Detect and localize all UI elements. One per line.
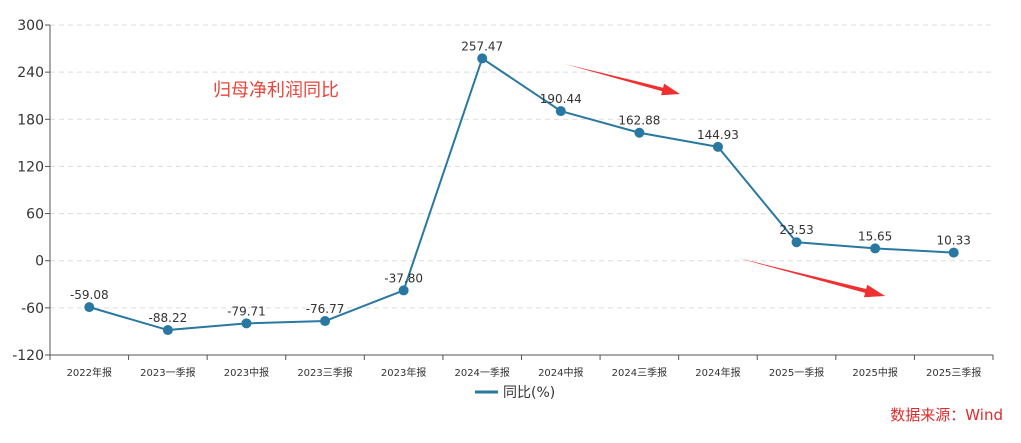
legend-label: 同比(%) (503, 385, 555, 401)
x-tick-label: 2022年报 (67, 366, 112, 379)
data-label: 190.44 (540, 92, 582, 106)
red-arrow-annotation-1 (565, 64, 680, 96)
y-tick-label: 60 (26, 207, 44, 223)
data-point (712, 141, 723, 152)
y-tick-label: -120 (12, 348, 44, 364)
y-tick-label: 300 (17, 18, 44, 34)
axes (45, 24, 994, 360)
x-tick-label: 2024年报 (695, 366, 740, 379)
data-point (241, 318, 252, 329)
x-tick-label: 2023中报 (224, 366, 269, 379)
data-point (320, 316, 331, 327)
x-tick-label: 2023三季报 (297, 366, 352, 379)
y-tick-label: 180 (17, 112, 44, 128)
x-tick-label: 2024一季报 (454, 366, 509, 379)
x-tick-label: 2025中报 (852, 366, 897, 379)
data-point (84, 302, 95, 313)
data-point (870, 243, 881, 254)
red-arrow-annotation-2 (738, 258, 885, 298)
data-point (555, 106, 566, 117)
x-tick-label: 2025三季报 (926, 366, 981, 379)
x-tick-label: 2024三季报 (612, 366, 667, 379)
data-label: -79.71 (227, 304, 266, 318)
data-point (791, 237, 802, 248)
y-tick-label: -60 (21, 301, 44, 317)
data-label: 15.65 (858, 229, 892, 243)
data-label: 10.33 (937, 234, 971, 248)
x-tick-label: 2023一季报 (140, 366, 195, 379)
y-tick-labels: 300 240 180 120 60 0 -60 -120 (12, 18, 44, 364)
data-point (634, 127, 645, 138)
data-point (162, 325, 173, 336)
series-line (89, 57, 954, 332)
series-layer (84, 53, 959, 336)
data-point (948, 247, 959, 258)
data-point (477, 53, 488, 64)
data-label: -59.08 (70, 288, 109, 302)
data-labels: -59.08 -88.22 -79.71 -76.77 -37.80 257.47 190.… (70, 39, 971, 325)
legend: 同比(%) (475, 385, 555, 401)
data-label: 23.53 (779, 223, 813, 237)
data-label: -76.77 (306, 302, 345, 316)
gridlines (50, 24, 993, 309)
data-label: -88.22 (149, 311, 188, 325)
x-tick-labels: 2022年报 2023一季报 2023中报 2023三季报 2023年报 2024一季报 2… (67, 366, 982, 379)
y-tick-label: 240 (17, 65, 44, 81)
x-tick-label: 2023年报 (381, 366, 426, 379)
x-tick-label: 2025一季报 (769, 366, 824, 379)
data-point (398, 285, 409, 296)
data-label: 257.47 (461, 39, 503, 53)
x-tick-label: 2024中报 (538, 366, 583, 379)
y-tick-label: 120 (17, 159, 44, 175)
chart-annotation: 归母净利润同比 (213, 80, 339, 101)
data-label: 144.93 (697, 128, 739, 142)
y-tick-label: 0 (35, 254, 44, 270)
data-label: 162.88 (618, 114, 660, 128)
data-label: -37.80 (384, 271, 423, 285)
source-note: 数据来源：Wind (890, 406, 1003, 424)
